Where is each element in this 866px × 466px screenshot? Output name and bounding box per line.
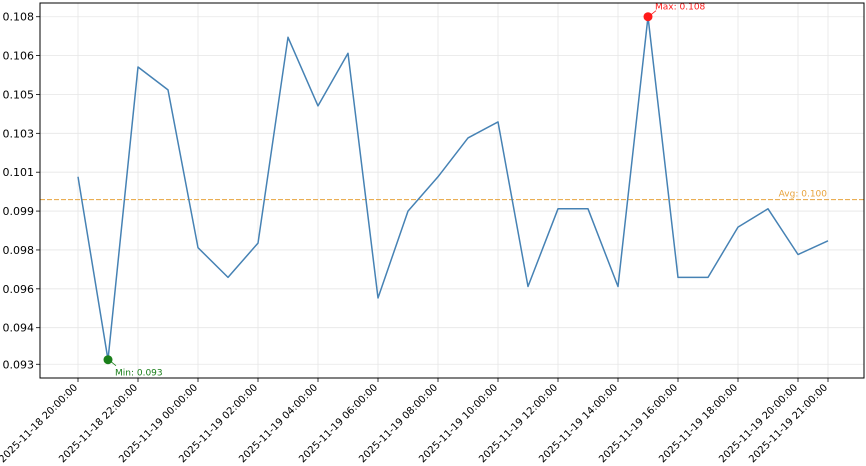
data-point: [137, 66, 139, 68]
data-point: [197, 247, 199, 249]
data-point: [827, 240, 829, 242]
data-point: [347, 52, 349, 54]
max-marker: [643, 12, 653, 22]
y-tick-label: 0.103: [3, 127, 35, 140]
min-leader: [110, 361, 117, 367]
min-label: Min: 0.093: [115, 369, 163, 379]
plot-frame: [39, 2, 865, 379]
y-tick-label: 0.101: [3, 166, 35, 179]
y-tick-label: 0.094: [3, 322, 35, 335]
data-point: [317, 105, 319, 107]
y-tick-label: 0.105: [3, 88, 35, 101]
y-tick-label: 0.099: [3, 205, 35, 218]
data-point: [77, 176, 79, 178]
data-point: [527, 286, 529, 288]
y-tick-label: 0.096: [3, 283, 35, 296]
y-tick-label: 0.108: [3, 11, 35, 24]
max-leader: [650, 10, 657, 16]
y-tick-label: 0.098: [3, 244, 35, 257]
data-point: [737, 226, 739, 228]
min-marker: [103, 355, 113, 365]
max-label: Max: 0.108: [655, 3, 706, 13]
data-point: [797, 254, 799, 256]
data-point: [467, 137, 469, 139]
data-point: [377, 297, 379, 299]
data-point: [257, 242, 259, 244]
data-point: [497, 121, 499, 123]
data-point: [167, 89, 169, 91]
series-line: [77, 15, 829, 361]
data-point: [407, 210, 409, 212]
data-point: [767, 208, 769, 210]
data-point: [287, 36, 289, 38]
data-point: [437, 176, 439, 178]
average-label: Avg: 0.100: [779, 190, 828, 200]
data-point: [707, 276, 709, 278]
data-point: [617, 286, 619, 288]
data-point: [677, 276, 679, 278]
y-tick-label: 0.093: [3, 358, 35, 371]
data-point: [587, 208, 589, 210]
data-point: [227, 276, 229, 278]
y-tick-label: 0.106: [3, 50, 35, 63]
data-point: [557, 208, 559, 210]
